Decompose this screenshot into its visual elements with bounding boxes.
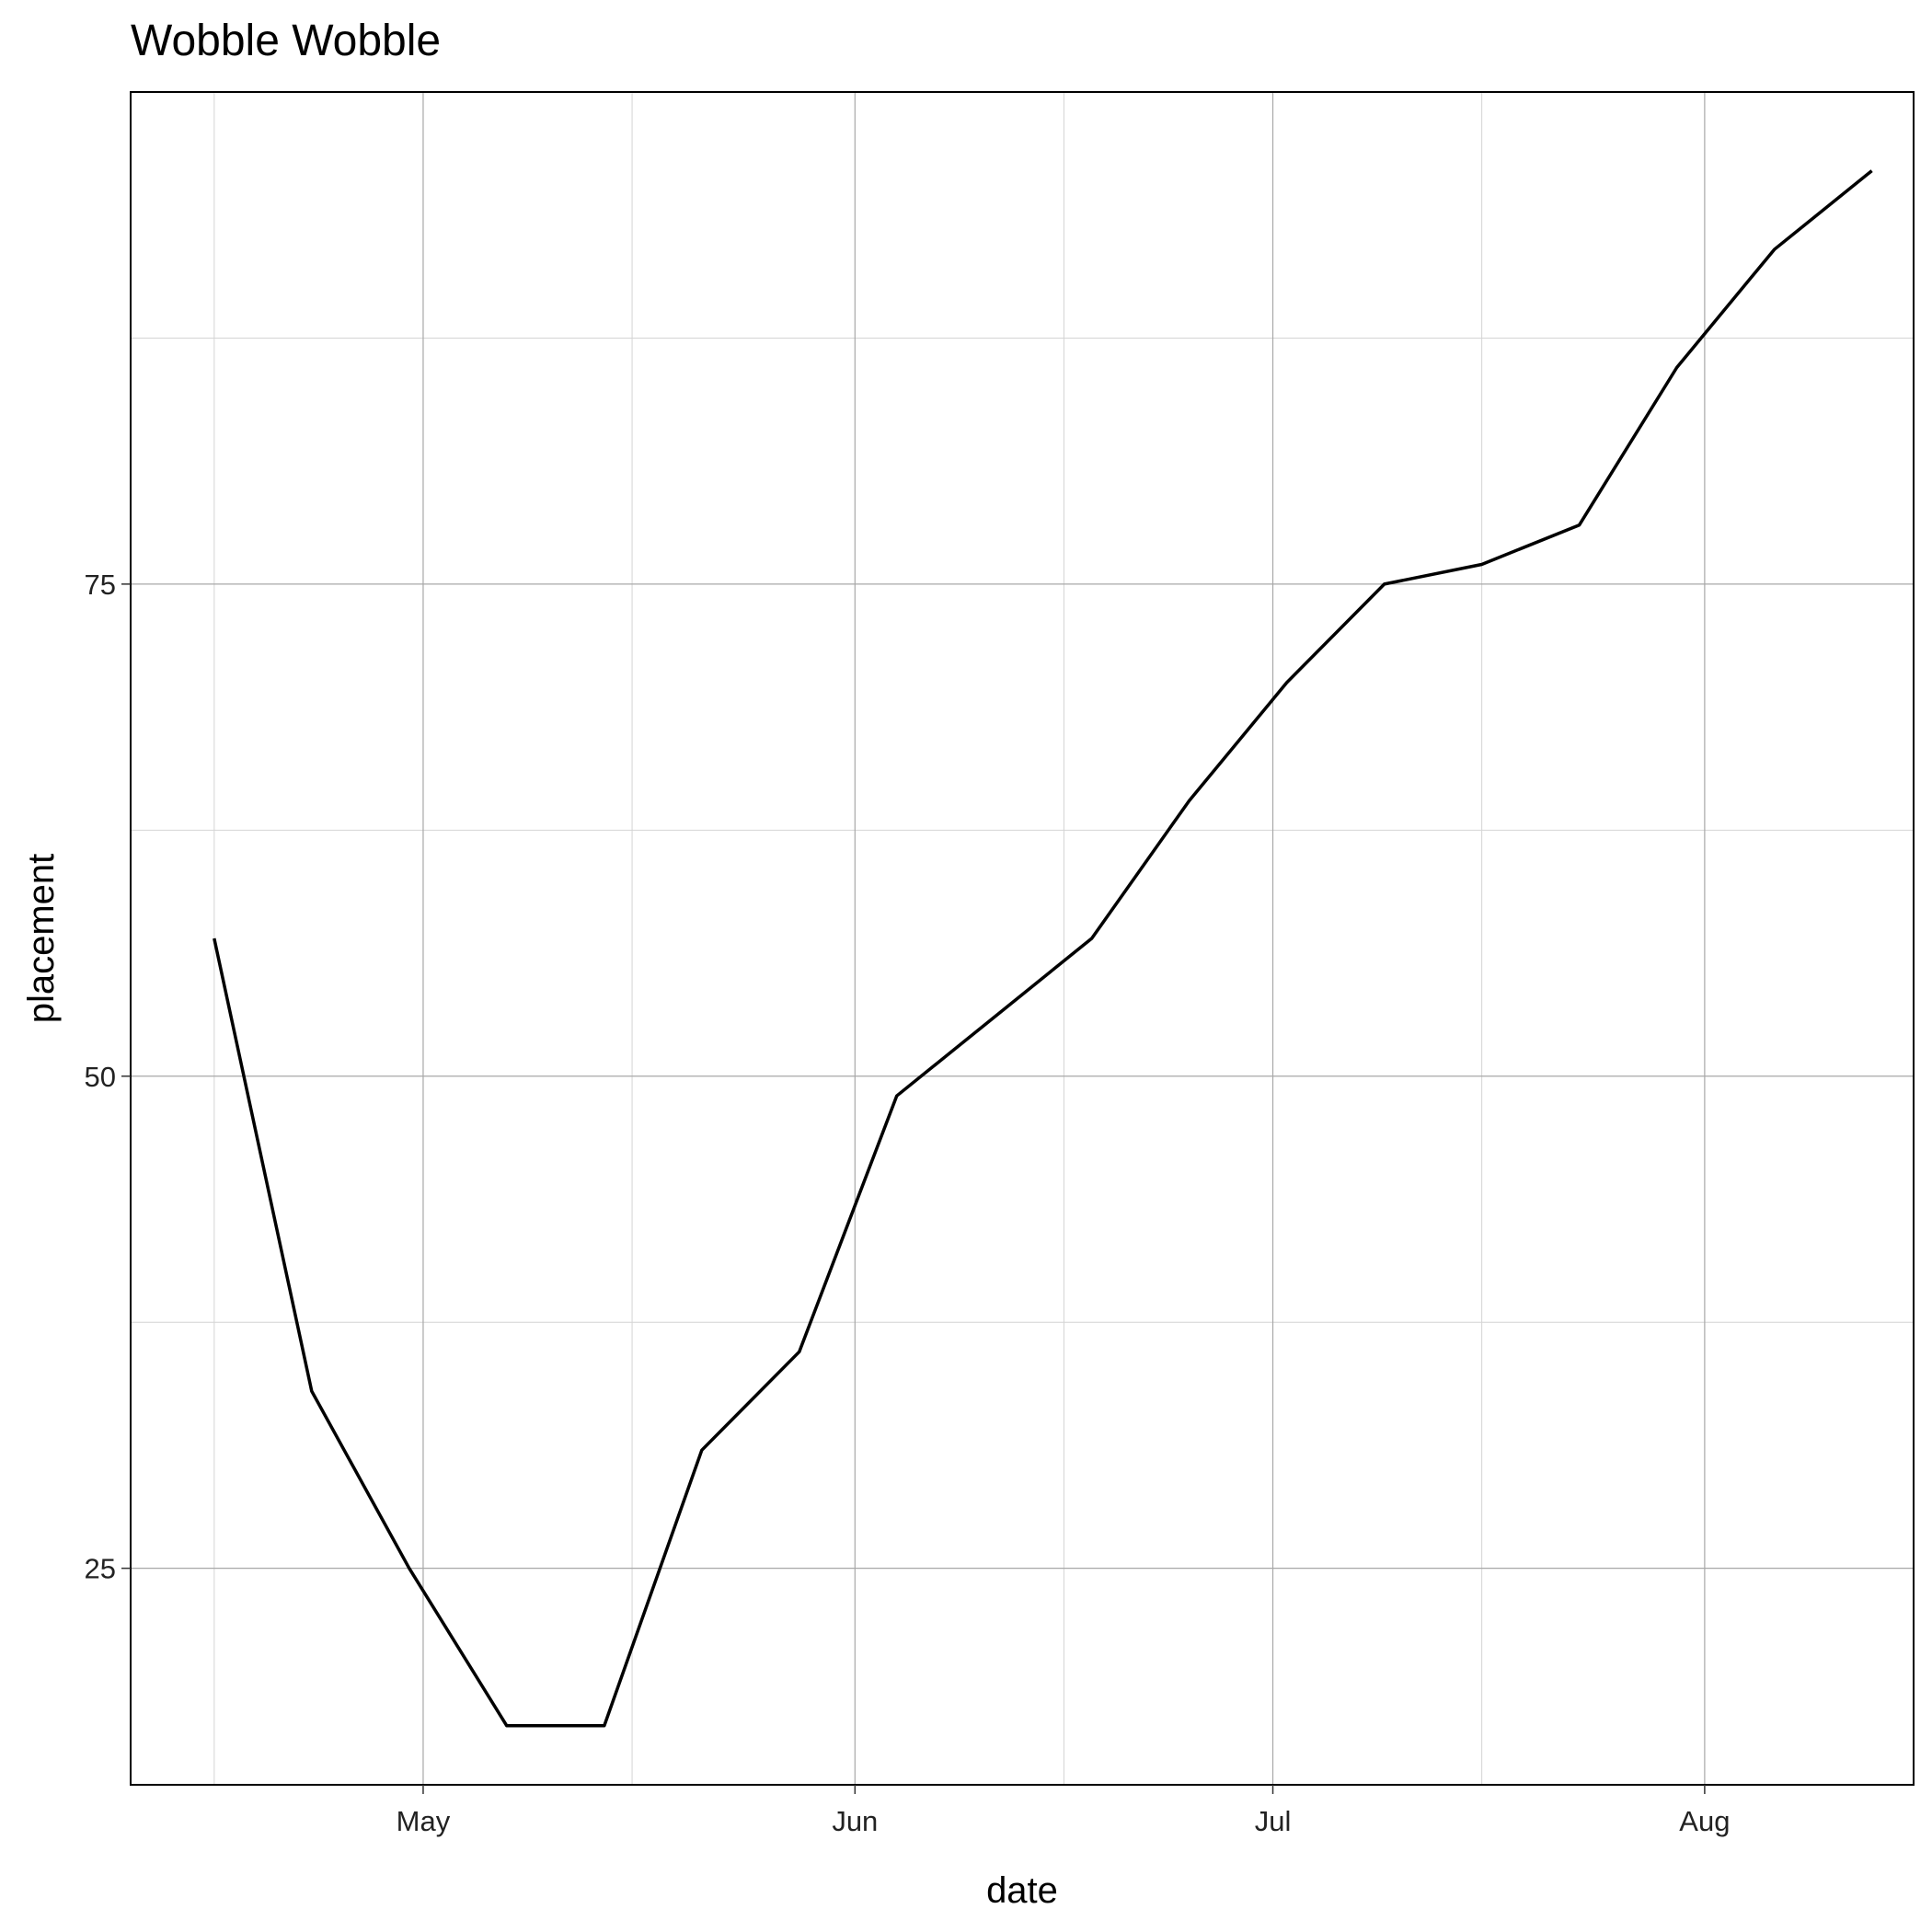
y-axis-title: placement (21, 854, 62, 1024)
x-tick-label: Jun (832, 1805, 878, 1837)
x-tick-label: Aug (1679, 1805, 1730, 1837)
y-tick-label: 25 (85, 1553, 116, 1585)
tick-labels: May Jun Jul Aug 25 50 75 (85, 569, 1731, 1837)
x-tick-label: Jul (1255, 1805, 1292, 1837)
series-line-placement (213, 169, 1873, 1728)
x-axis-title: date (986, 1870, 1058, 1911)
x-tick-label: May (397, 1805, 451, 1837)
chart-title: Wobble Wobble (131, 17, 441, 65)
major-grid (131, 92, 1914, 1785)
plot-panel-border (130, 91, 1915, 1786)
axis-ticks (121, 583, 1706, 1794)
y-tick-label: 75 (85, 569, 116, 601)
y-tick-label: 50 (85, 1061, 116, 1093)
series-layer (213, 169, 1873, 1728)
